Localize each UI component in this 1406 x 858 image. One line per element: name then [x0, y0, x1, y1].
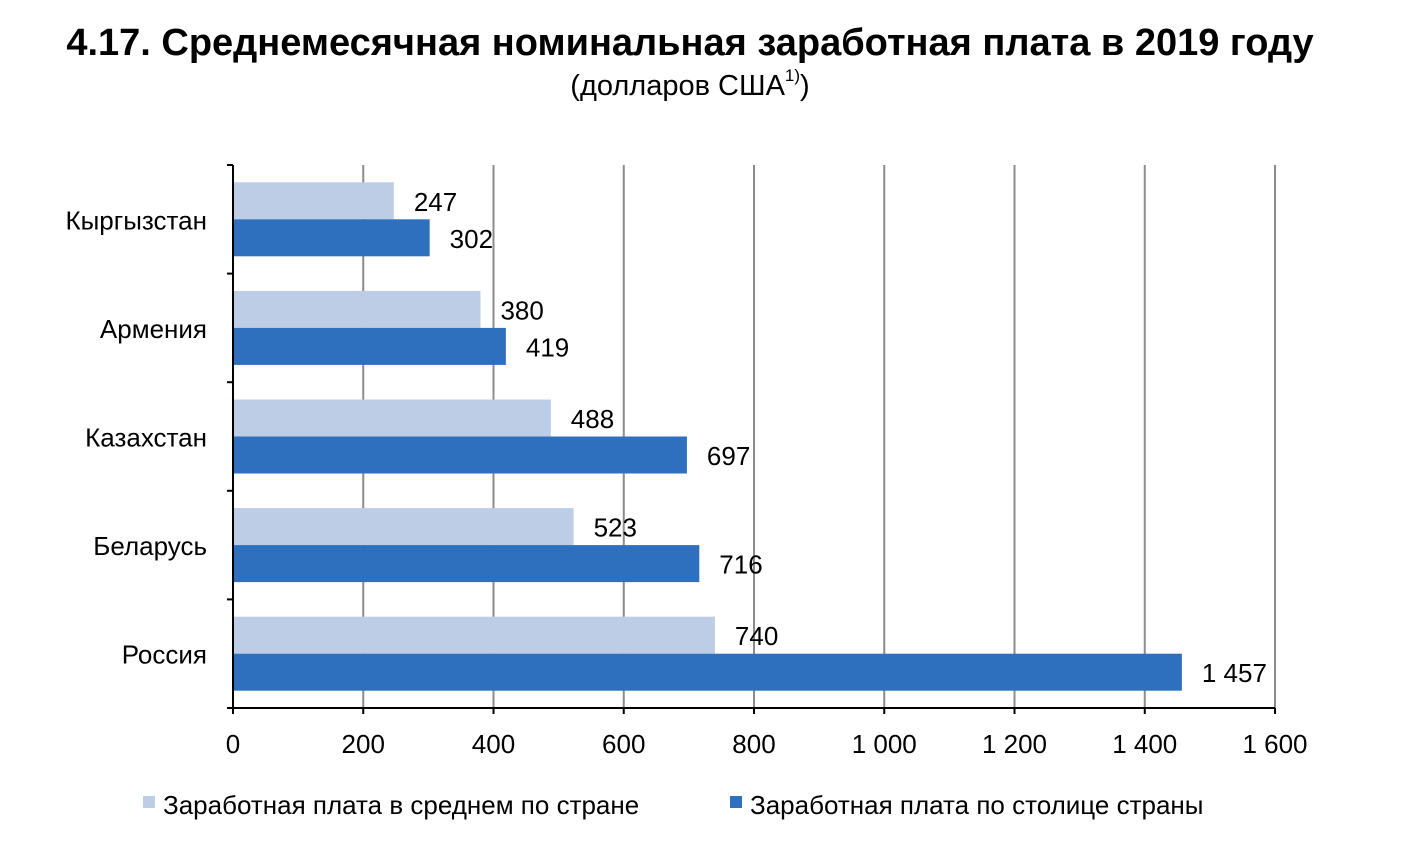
legend-swatch-capital: [730, 796, 742, 808]
value-label-average-2: 488: [571, 404, 614, 434]
bar-average-2: [233, 399, 551, 437]
bar-capital-1: [233, 327, 506, 365]
x-tick-label-6: 1 200: [982, 729, 1047, 759]
bars: [233, 182, 1182, 691]
value-label-average-0: 247: [414, 187, 457, 217]
x-tick-label-3: 600: [602, 729, 645, 759]
subtitle-close: ): [800, 70, 810, 102]
legend-swatch-average: [143, 796, 155, 808]
value-label-capital-4: 1 457: [1202, 658, 1267, 688]
x-tick-label-7: 1 400: [1112, 729, 1177, 759]
x-tick-label-5: 1 000: [852, 729, 917, 759]
category-label-3: Беларусь: [93, 531, 207, 561]
value-label-capital-0: 302: [450, 224, 493, 254]
legend-label-average: Заработная плата в среднем по стране: [163, 790, 639, 820]
bar-capital-0: [233, 219, 430, 257]
bar-average-1: [233, 290, 481, 328]
value-label-capital-3: 716: [719, 550, 762, 580]
category-labels: Кыргызстан Армения Казахстан Беларусь Россия: [65, 205, 207, 669]
subtitle-footnote-marker: 1): [784, 66, 801, 85]
value-label-capital-2: 697: [707, 441, 750, 471]
category-label-0: Кыргызстан: [65, 205, 207, 235]
value-label-average-1: 380: [500, 295, 543, 325]
x-tick-label-4: 800: [732, 729, 775, 759]
tick-labels: 0 200 400 600 800 1 000 1 200 1 400 1 600: [226, 729, 1308, 759]
axes: [227, 164, 1276, 714]
x-tick-label-1: 200: [342, 729, 385, 759]
bar-capital-4: [233, 653, 1182, 691]
value-label-average-3: 523: [594, 513, 637, 543]
chart-title: 4.17. Среднемесячная номинальная заработ…: [66, 22, 1314, 64]
bar-capital-2: [233, 436, 687, 474]
category-label-1: Армения: [100, 314, 207, 344]
bar-average-4: [233, 616, 715, 654]
x-tick-label-0: 0: [226, 729, 240, 759]
value-labels: 247 302 380 419 488 697 523 716 740 1 457: [414, 187, 1267, 688]
category-label-2: Казахстан: [85, 423, 207, 453]
legend: Заработная плата в среднем по стране Зара…: [143, 790, 1203, 820]
value-label-average-4: 740: [735, 621, 778, 651]
chart-subtitle: (долларов США1)): [0, 67, 1380, 103]
value-label-capital-1: 419: [526, 332, 569, 362]
bar-capital-3: [233, 545, 700, 583]
category-label-4: Россия: [122, 640, 207, 670]
legend-label-capital: Заработная плата по столице страны: [750, 790, 1203, 820]
bar-average-0: [233, 182, 394, 220]
x-tick-label-8: 1 600: [1242, 729, 1307, 759]
x-tick-label-2: 400: [472, 729, 515, 759]
subtitle-text: (долларов США: [570, 70, 785, 102]
bar-average-3: [233, 508, 574, 546]
